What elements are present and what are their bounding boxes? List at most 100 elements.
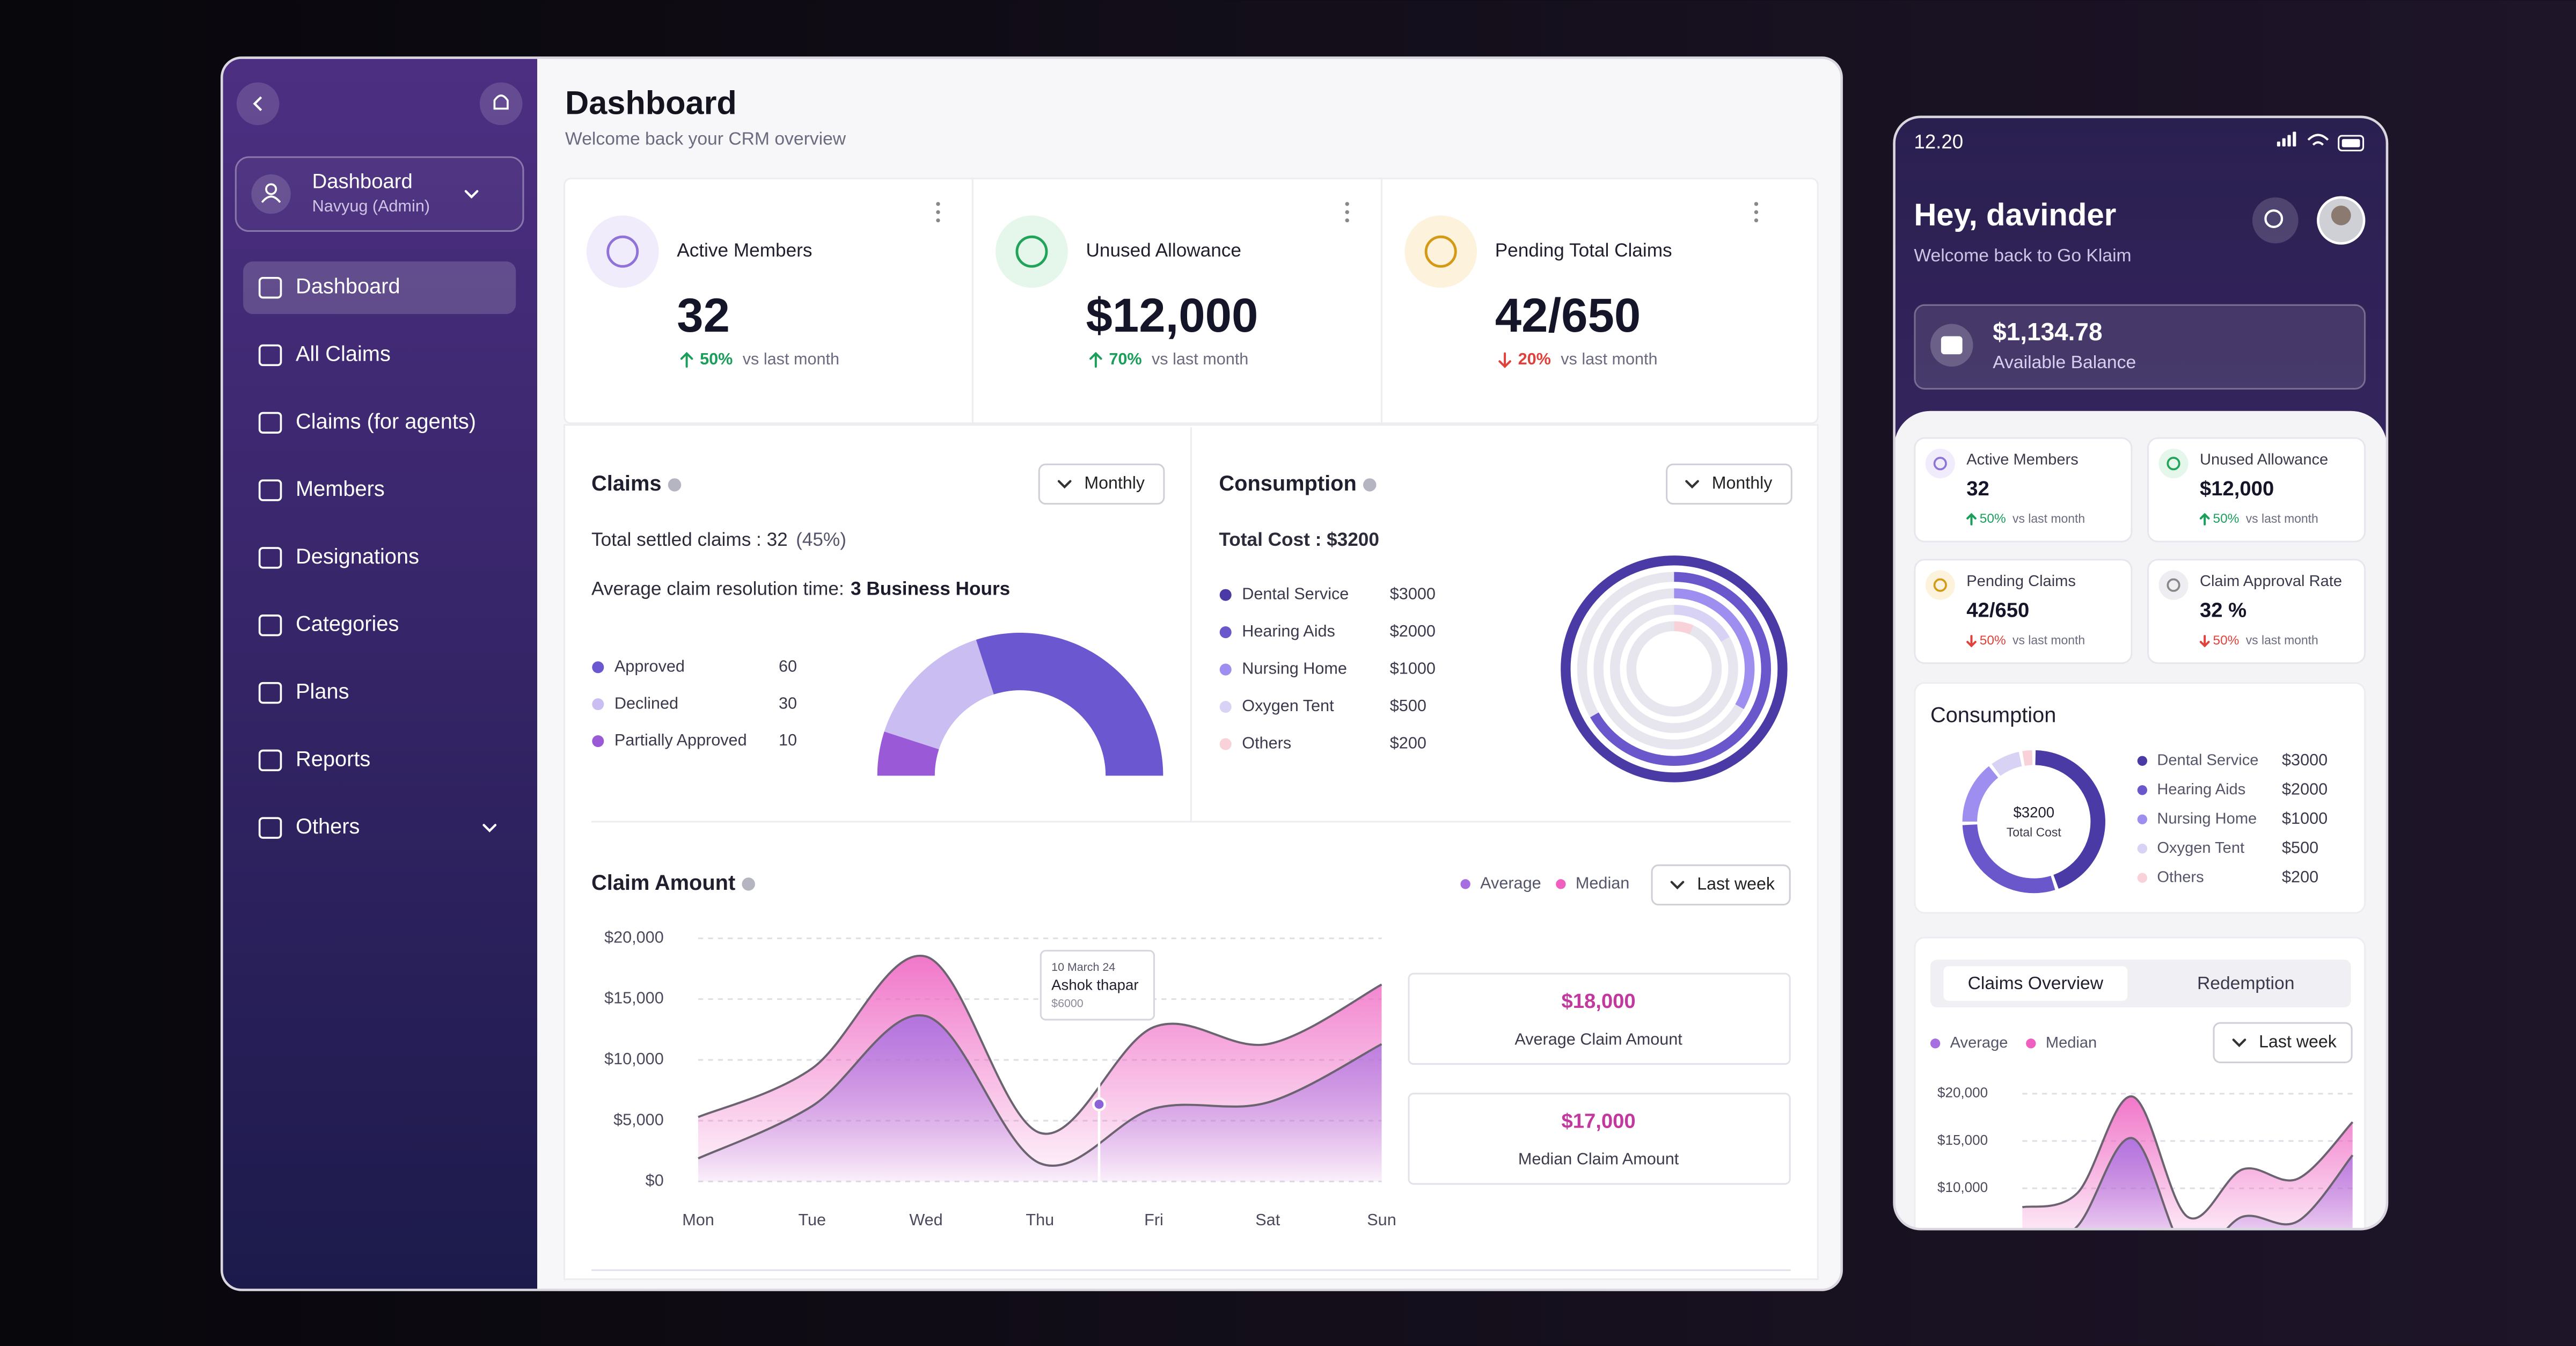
legend-dot (2137, 785, 2148, 795)
consumption-card (1914, 682, 2366, 914)
stat-label: Unused Allowance (2200, 451, 2328, 468)
stat-note: vs last month (743, 350, 839, 368)
legend-label: Hearing Aids (2157, 781, 2245, 798)
nav-item[interactable]: Categories (296, 612, 399, 636)
tab[interactable]: Claims Overview (1968, 974, 2104, 993)
back-button (236, 82, 280, 126)
donut-segment (2022, 750, 2033, 766)
greeting: Hey, davinder (1914, 197, 2116, 232)
info-icon (1363, 478, 1377, 492)
stat-note: vs last month (2246, 633, 2318, 647)
y-tick-label: $10,000 (1937, 1179, 1988, 1195)
line (698, 954, 1382, 1135)
nav-icon (258, 817, 282, 839)
nav-icon (258, 682, 282, 704)
y-tick-label: $15,000 (604, 989, 664, 1007)
nav-item[interactable]: Claims (for agents) (296, 409, 476, 433)
chevron-icon (482, 824, 497, 833)
nav-active (243, 261, 516, 314)
balance-card (1914, 304, 2366, 390)
legend-dot (2137, 756, 2148, 766)
stat-value: $12,000 (1086, 289, 1258, 342)
nav-item[interactable]: All Claims (296, 342, 391, 365)
summary-card (1408, 1093, 1791, 1185)
legend-dot (1219, 701, 1232, 713)
filter-button[interactable] (1038, 463, 1165, 505)
avatar-head (265, 183, 277, 195)
trend-arrow (1966, 635, 1977, 648)
sidebar (222, 57, 538, 1290)
nav-icon (258, 749, 282, 772)
stat-value: 42/650 (1966, 598, 2029, 621)
filter-label[interactable]: Last week (2259, 1032, 2337, 1051)
legend-value: 60 (779, 657, 797, 675)
ring-arc (1674, 621, 1694, 635)
chevron-icon (1670, 881, 1685, 890)
legend-label: Average (1950, 1034, 2008, 1051)
x-tick-label: Thu (1026, 1211, 1054, 1229)
legend-label: Nursing Home (1242, 660, 1347, 678)
settled-claims: Total settled claims : 32 (591, 529, 788, 550)
trend-arrow (680, 352, 693, 368)
stat-icon (1933, 578, 1947, 592)
stat-icon-bg (2158, 449, 2189, 479)
donut-segment (1962, 824, 2055, 894)
y-tick-label: $15,000 (1937, 1132, 1988, 1148)
line (2022, 1137, 2354, 1230)
profile-switcher[interactable] (235, 156, 524, 232)
nav-item[interactable]: Members (296, 477, 385, 501)
nav-icon (258, 615, 282, 637)
nav-item[interactable]: Reports (296, 747, 370, 771)
legend-label: Others (1242, 734, 1291, 752)
stat-note: vs last month (2012, 511, 2085, 525)
hover-point (1092, 1097, 1106, 1111)
filter-button[interactable] (1651, 864, 1791, 906)
line (2022, 1095, 2354, 1220)
balance-label: Available Balance (1993, 353, 2136, 372)
menu-dot (1345, 210, 1349, 214)
filter-label[interactable]: Last week (1697, 874, 1775, 893)
legend-value: $1000 (1390, 660, 1436, 678)
summary-value: $17,000 (1561, 1109, 1635, 1132)
legend-label: Average (1480, 874, 1541, 892)
filter-button[interactable] (2213, 1022, 2353, 1064)
filter-button[interactable] (1666, 463, 1792, 505)
x-tick-label: Sun (1367, 1211, 1396, 1229)
nav-item[interactable]: Designations (296, 545, 419, 568)
stat-label: Pending Total Claims (1495, 240, 1672, 261)
resolution-value: 3 Business Hours (851, 579, 1010, 599)
signal-bar (2277, 141, 2280, 147)
page-subtitle: Welcome back your CRM overview (565, 129, 846, 149)
welcome: Welcome back to Go Klaim (1914, 246, 2131, 266)
filter-label[interactable]: Monthly (1084, 473, 1145, 492)
legend-label: Nursing Home (2157, 810, 2257, 827)
legend-label: Partially Approved (614, 731, 747, 749)
card-title: Consumption (1930, 704, 2056, 727)
filter-label[interactable]: Monthly (1712, 473, 1773, 492)
legend-value: $3000 (1390, 585, 1436, 603)
nav-item[interactable]: Plans (296, 680, 349, 704)
donut-segment (1962, 766, 1999, 822)
legend-dot (1219, 626, 1232, 639)
signal-bar (2287, 135, 2291, 147)
stat-label: Active Members (677, 240, 812, 261)
legend-dot (1219, 738, 1232, 750)
legend-label: Dental Service (2157, 751, 2258, 769)
summary-label: Median Claim Amount (1518, 1150, 1679, 1168)
area (2022, 1138, 2353, 1230)
back-icon (253, 96, 262, 112)
chevron-icon (464, 190, 479, 199)
chevron-icon (1685, 480, 1699, 489)
tab[interactable]: Redemption (2197, 974, 2294, 993)
legend-value: $500 (1390, 697, 1426, 715)
stat-note: vs last month (2246, 511, 2318, 525)
stat-change: 20% (1518, 350, 1551, 368)
battery-icon (2338, 135, 2365, 152)
nav-item[interactable]: Others (296, 815, 360, 838)
x-tick-label: Tue (798, 1211, 826, 1229)
stat-change: 70% (1109, 350, 1141, 368)
ring-arc (1590, 572, 1771, 766)
chevron-icon (1057, 480, 1072, 489)
nav-item[interactable]: Dashboard (296, 275, 400, 298)
legend-dot (1556, 879, 1566, 889)
